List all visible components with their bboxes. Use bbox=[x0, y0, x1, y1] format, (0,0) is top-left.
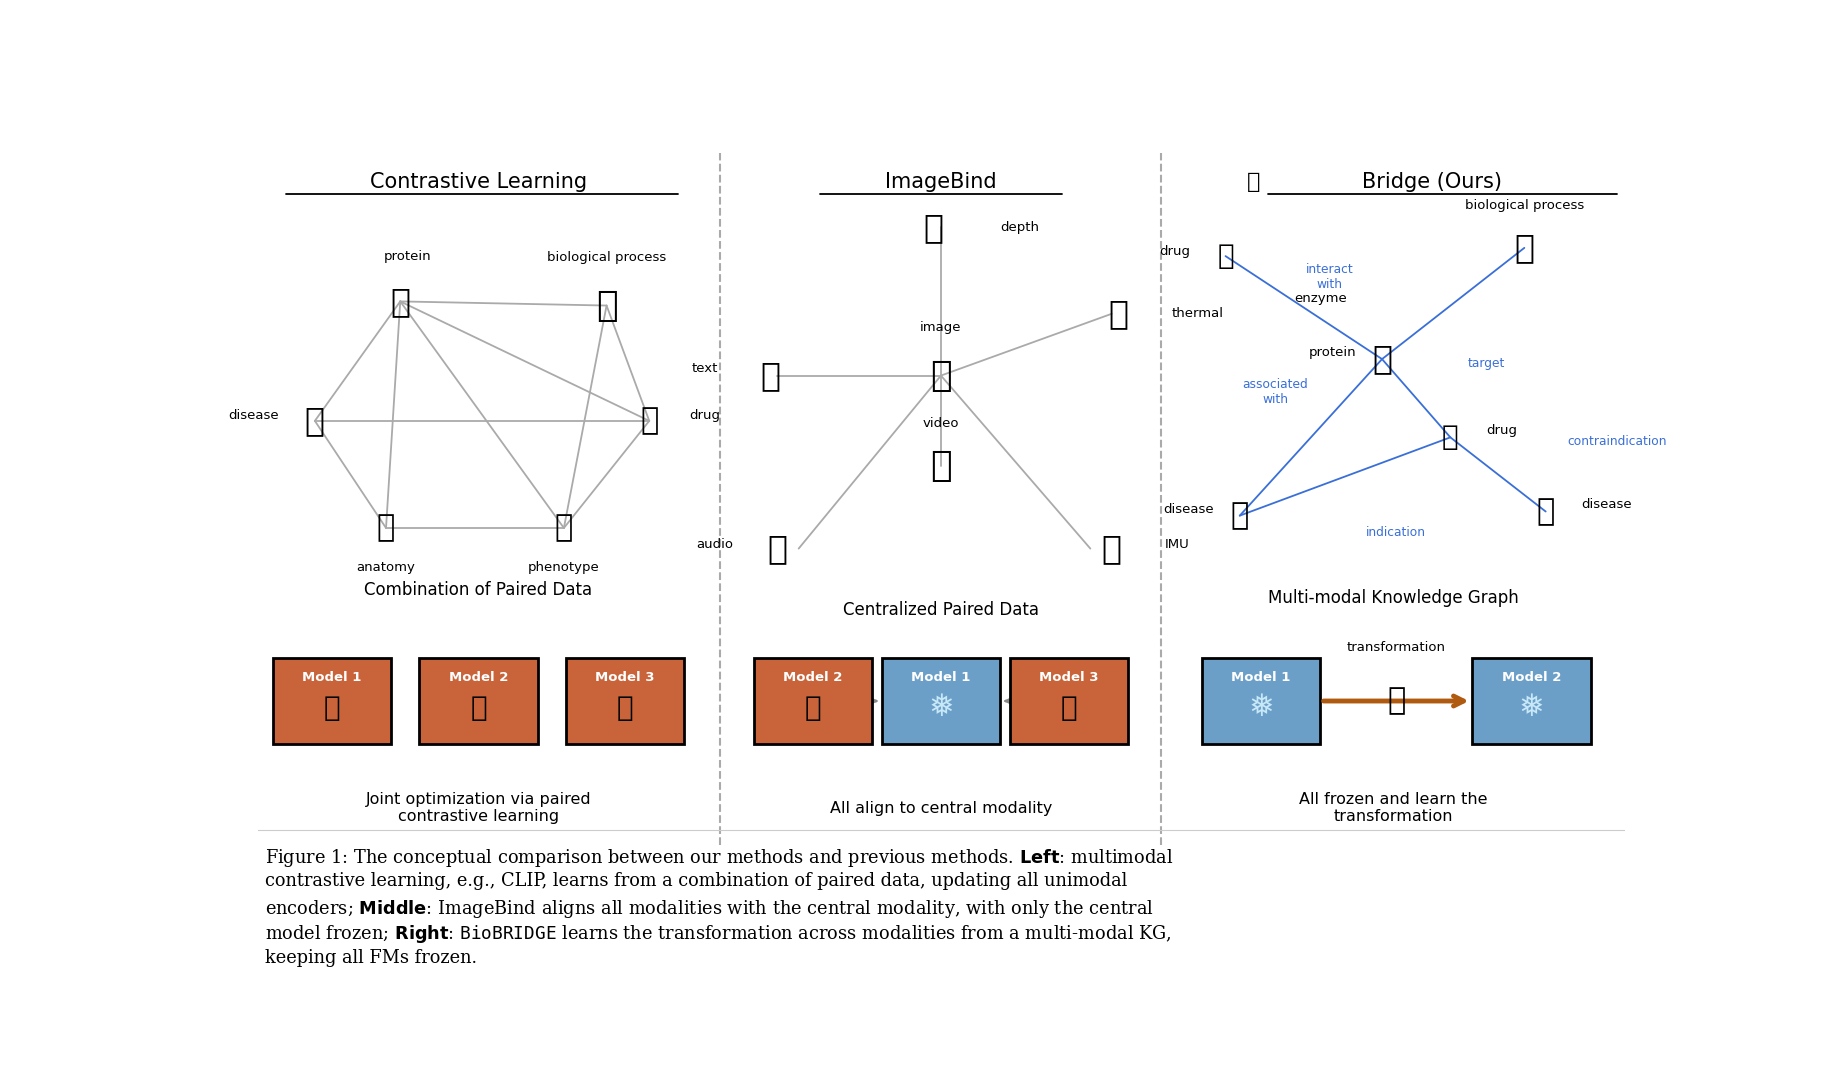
Text: disease: disease bbox=[1164, 503, 1214, 516]
Text: video: video bbox=[924, 417, 958, 430]
Text: Multi-modal Knowledge Graph: Multi-modal Knowledge Graph bbox=[1269, 588, 1518, 607]
Text: drug: drug bbox=[1159, 245, 1190, 259]
Text: contrastive learning, e.g., CLIP, learns from a combination of paired data, upda: contrastive learning, e.g., CLIP, learns… bbox=[264, 872, 1127, 890]
Text: interact
with: interact with bbox=[1305, 263, 1353, 291]
Text: 🛰: 🛰 bbox=[1102, 532, 1122, 565]
Text: disease: disease bbox=[230, 410, 279, 423]
Text: 💊: 💊 bbox=[1441, 424, 1458, 452]
Text: IMU: IMU bbox=[1164, 538, 1190, 551]
Text: 🟧: 🟧 bbox=[1515, 231, 1535, 264]
Text: enzyme: enzyme bbox=[1294, 292, 1346, 305]
Text: Model 2: Model 2 bbox=[784, 671, 843, 684]
Text: encoders; $\bf{Middle}$: ImageBind aligns all modalities with the central modali: encoders; $\bf{Middle}$: ImageBind align… bbox=[264, 898, 1155, 920]
Text: 💊: 💊 bbox=[1217, 242, 1234, 270]
Text: 🔊: 🔊 bbox=[767, 532, 788, 565]
Text: 🔥: 🔥 bbox=[804, 693, 821, 721]
Text: 🖼: 🖼 bbox=[931, 358, 951, 393]
Text: Model 1: Model 1 bbox=[303, 671, 362, 684]
Text: 🔥: 🔥 bbox=[1061, 693, 1078, 721]
Text: protein: protein bbox=[1309, 346, 1357, 360]
Text: biological process: biological process bbox=[547, 251, 666, 264]
Text: 👥: 👥 bbox=[554, 514, 573, 542]
Bar bbox=[1010, 658, 1127, 745]
Text: associated
with: associated with bbox=[1243, 378, 1309, 406]
Text: Bridge (Ours): Bridge (Ours) bbox=[1362, 172, 1502, 192]
Text: 🟧: 🟧 bbox=[595, 289, 617, 322]
Text: 🦠: 🦠 bbox=[1230, 501, 1248, 530]
Text: Model 3: Model 3 bbox=[1039, 671, 1098, 684]
Text: 🧬: 🧬 bbox=[391, 285, 409, 318]
Text: 🎞: 🎞 bbox=[931, 449, 951, 484]
Text: All frozen and learn the
transformation: All frozen and learn the transformation bbox=[1300, 792, 1487, 824]
Text: Joint optimization via paired
contrastive learning: Joint optimization via paired contrastiv… bbox=[365, 792, 591, 824]
Text: 🦠: 🦠 bbox=[305, 404, 325, 438]
Bar bbox=[1203, 658, 1320, 745]
Text: contraindication: contraindication bbox=[1568, 435, 1667, 448]
Text: 📦: 📦 bbox=[924, 211, 944, 244]
Text: Centralized Paired Data: Centralized Paired Data bbox=[843, 601, 1039, 620]
Text: Combination of Paired Data: Combination of Paired Data bbox=[364, 581, 593, 599]
Text: transformation: transformation bbox=[1348, 641, 1445, 654]
Text: disease: disease bbox=[1581, 499, 1632, 511]
Text: anatomy: anatomy bbox=[356, 561, 415, 574]
Text: 🌡: 🌡 bbox=[1109, 297, 1129, 331]
Text: image: image bbox=[920, 321, 962, 334]
Text: 💊: 💊 bbox=[641, 407, 659, 435]
Text: phenotype: phenotype bbox=[529, 561, 600, 574]
Text: depth: depth bbox=[1001, 220, 1039, 233]
Text: 🧬: 🧬 bbox=[1371, 342, 1392, 376]
Text: 🫁: 🫁 bbox=[376, 514, 395, 542]
Text: Model 1: Model 1 bbox=[911, 671, 971, 684]
Text: ❅: ❅ bbox=[1518, 693, 1544, 722]
Text: ❅: ❅ bbox=[929, 693, 953, 722]
Text: protein: protein bbox=[384, 249, 431, 262]
Text: drug: drug bbox=[688, 410, 720, 423]
Bar bbox=[755, 658, 872, 745]
Text: ⭐: ⭐ bbox=[1247, 172, 1261, 192]
Text: Model 2: Model 2 bbox=[448, 671, 509, 684]
Bar bbox=[274, 658, 391, 745]
Text: thermal: thermal bbox=[1171, 307, 1223, 320]
Text: model frozen; $\bf{Right}$: $\tt{BioBRIDGE}$ learns the transformation across mo: model frozen; $\bf{Right}$: $\tt{BioBRID… bbox=[264, 923, 1171, 946]
Text: indication: indication bbox=[1366, 525, 1427, 538]
Bar bbox=[881, 658, 1001, 745]
Text: audio: audio bbox=[696, 538, 733, 551]
Text: 🦠: 🦠 bbox=[1537, 496, 1555, 526]
Text: ImageBind: ImageBind bbox=[885, 172, 997, 192]
Text: 🔥: 🔥 bbox=[323, 693, 340, 721]
Text: text: text bbox=[690, 363, 718, 376]
Bar bbox=[1472, 658, 1590, 745]
Text: 🔥: 🔥 bbox=[617, 693, 633, 721]
Text: Figure 1: The conceptual comparison between our methods and previous methods. $\: Figure 1: The conceptual comparison betw… bbox=[264, 846, 1173, 869]
Text: Contrastive Learning: Contrastive Learning bbox=[369, 172, 588, 192]
Text: 💬: 💬 bbox=[760, 360, 780, 392]
Text: target: target bbox=[1467, 356, 1506, 370]
Text: ❅: ❅ bbox=[1248, 693, 1274, 722]
Text: Model 1: Model 1 bbox=[1232, 671, 1291, 684]
Text: 🔥: 🔥 bbox=[470, 693, 487, 721]
Text: drug: drug bbox=[1485, 425, 1517, 438]
Text: keeping all FMs frozen.: keeping all FMs frozen. bbox=[264, 949, 477, 967]
Text: biological process: biological process bbox=[1465, 199, 1584, 212]
Text: Model 2: Model 2 bbox=[1502, 671, 1561, 684]
Text: All align to central modality: All align to central modality bbox=[830, 800, 1052, 815]
Bar bbox=[419, 658, 538, 745]
Text: 🔥: 🔥 bbox=[1388, 687, 1405, 716]
Text: Model 3: Model 3 bbox=[595, 671, 655, 684]
Bar bbox=[565, 658, 685, 745]
